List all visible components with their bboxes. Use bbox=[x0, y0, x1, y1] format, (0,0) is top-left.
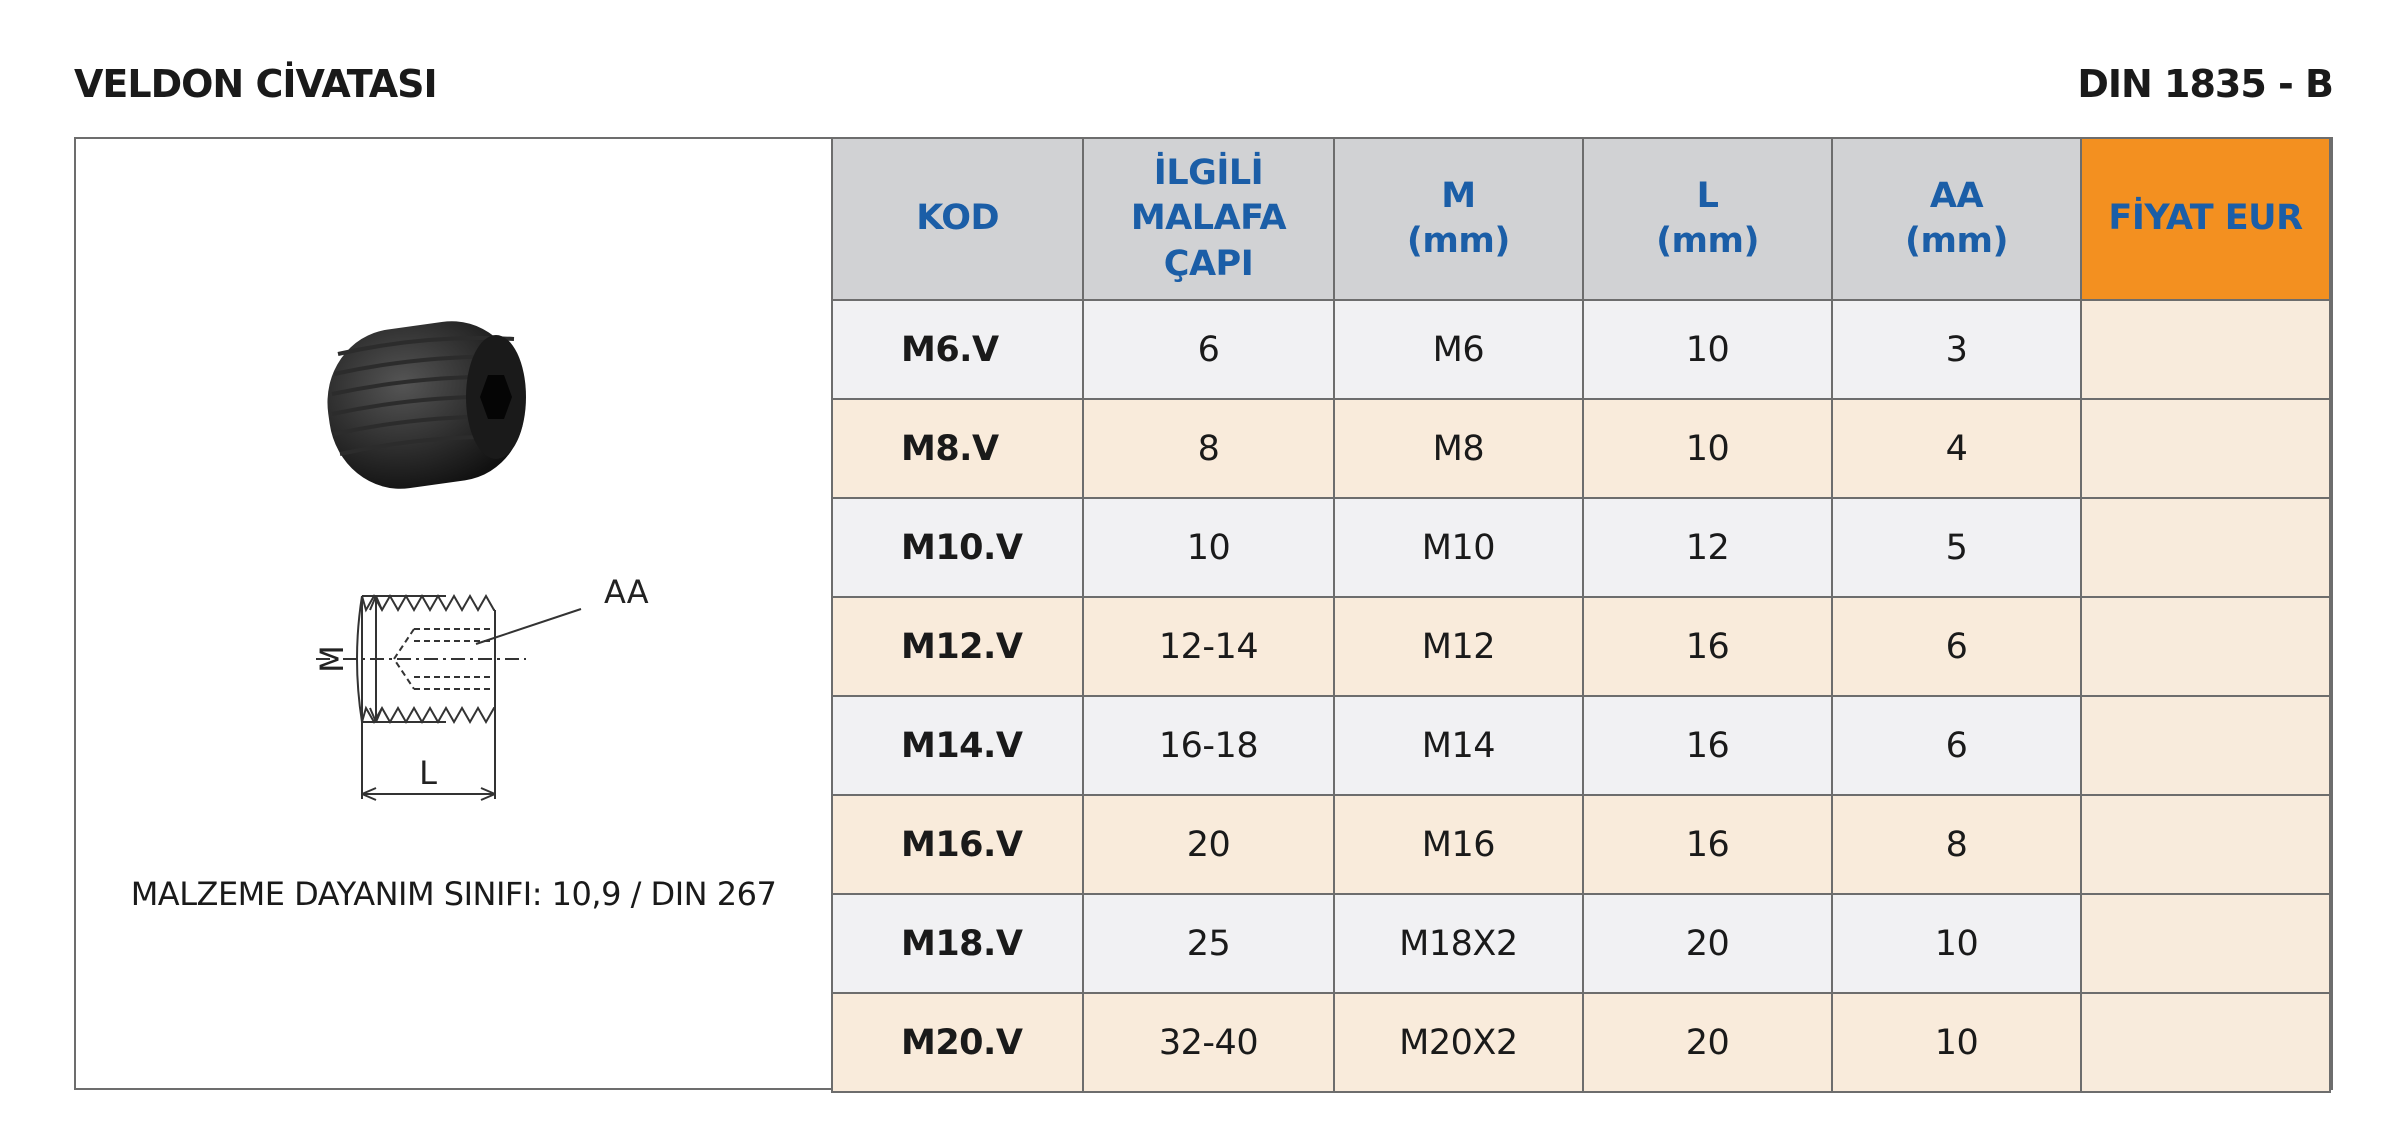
table-cell: M18X2 bbox=[1332, 893, 1585, 994]
product-panel: AA M L MALZEME DAYANIM SINIFI: 10,9 / DI… bbox=[76, 139, 831, 1088]
table-cell: M16 bbox=[1332, 794, 1585, 895]
price-cell bbox=[2079, 398, 2332, 499]
table-cell: 20 bbox=[1582, 992, 1834, 1093]
table-cell: 32-40 bbox=[1082, 992, 1335, 1093]
table-cell: 16 bbox=[1582, 794, 1834, 895]
product-code: M18.V bbox=[830, 893, 1085, 994]
table-cell: M20X2 bbox=[1332, 992, 1585, 1093]
table-cell: 6 bbox=[1831, 695, 2082, 796]
table-cell: 8 bbox=[1831, 794, 2082, 895]
table-row: M8.V 8 M8 10 4 bbox=[830, 398, 2332, 499]
product-code: M14.V bbox=[830, 695, 1085, 796]
header-line: FİYAT EUR bbox=[2108, 198, 2303, 239]
m-label: M bbox=[313, 645, 351, 673]
table-row: M12.V 12-14 M12 16 6 bbox=[830, 596, 2332, 697]
price-cell bbox=[2079, 893, 2332, 994]
table-cell: 10 bbox=[1582, 398, 1834, 499]
table-row: M6.V 6 M6 10 3 bbox=[830, 299, 2332, 400]
header-line: ÇAPI bbox=[1163, 243, 1254, 284]
price-cell bbox=[2079, 299, 2332, 400]
column-header: İLGİLİ MALAFA ÇAPI bbox=[1082, 137, 1335, 301]
table-cell: 16 bbox=[1582, 695, 1834, 796]
title: VELDON CİVATASI bbox=[74, 62, 438, 106]
column-header: FİYAT EUR bbox=[2079, 137, 2332, 301]
product-frame: AA M L MALZEME DAYANIM SINIFI: 10,9 / DI… bbox=[74, 137, 2333, 1093]
column-header: AA (mm) bbox=[1831, 137, 2082, 301]
product-code: M6.V bbox=[830, 299, 1085, 400]
header-line: L bbox=[1696, 175, 1719, 216]
column-header: KOD bbox=[830, 137, 1085, 301]
table-row: M14.V 16-18 M14 16 6 bbox=[830, 695, 2332, 796]
table-cell: 4 bbox=[1831, 398, 2082, 499]
table-cell: 20 bbox=[1582, 893, 1834, 994]
header-line: AA bbox=[1929, 175, 1984, 216]
header-line: M bbox=[1441, 175, 1476, 216]
price-cell bbox=[2079, 992, 2332, 1093]
standard: DIN 1835 - B bbox=[2077, 62, 2334, 106]
table-cell: 6 bbox=[1831, 596, 2082, 697]
table-row: M18.V 25 M18X2 20 10 bbox=[830, 893, 2332, 994]
product-code: M16.V bbox=[830, 794, 1085, 895]
header-line: KOD bbox=[916, 198, 1000, 239]
table-cell: 8 bbox=[1082, 398, 1335, 499]
table-cell: 10 bbox=[1831, 992, 2082, 1093]
table-row: M10.V 10 M10 12 5 bbox=[830, 497, 2332, 598]
table-cell: 10 bbox=[1082, 497, 1335, 598]
product-code: M10.V bbox=[830, 497, 1085, 598]
table-row: M16.V 20 M16 16 8 bbox=[830, 794, 2332, 895]
table-cell: 25 bbox=[1082, 893, 1335, 994]
table-cell: 6 bbox=[1082, 299, 1335, 400]
price-cell bbox=[2079, 695, 2332, 796]
l-label: L bbox=[419, 754, 437, 792]
table-cell: 10 bbox=[1831, 893, 2082, 994]
table-cell: M14 bbox=[1332, 695, 1585, 796]
product-code: M8.V bbox=[830, 398, 1085, 499]
table-row: M20.V 32-40 M20X2 20 10 bbox=[830, 992, 2332, 1093]
header-row: KOD İLGİLİ MALAFA ÇAPI M (mm) L (mm) AA (mm) FİYAT… bbox=[830, 137, 2332, 301]
price-cell bbox=[2079, 794, 2332, 895]
header-line: (mm) bbox=[1905, 221, 2008, 261]
header-line: (mm) bbox=[1406, 221, 1510, 261]
price-cell bbox=[2079, 497, 2332, 598]
table-cell: 10 bbox=[1582, 299, 1834, 400]
table-cell: 12-14 bbox=[1082, 596, 1335, 697]
table-cell: 16-18 bbox=[1082, 695, 1335, 796]
table-cell: 20 bbox=[1082, 794, 1335, 895]
technical-drawing bbox=[316, 593, 582, 801]
table-cell: M12 bbox=[1332, 596, 1585, 697]
table-cell: 5 bbox=[1831, 497, 2082, 598]
price-cell bbox=[2079, 596, 2332, 697]
table-cell: M6 bbox=[1332, 299, 1585, 400]
product-table: KOD İLGİLİ MALAFA ÇAPI M (mm) L (mm) AA (mm) FİYAT… bbox=[830, 137, 2332, 1093]
aa-label: AA bbox=[604, 573, 649, 611]
header-line: İLGİLİ bbox=[1153, 152, 1264, 193]
header-line: MALAFA bbox=[1130, 198, 1287, 239]
caption: MALZEME DAYANIM SINIFI: 10,9 / DIN 267 bbox=[130, 875, 777, 913]
table-cell: M10 bbox=[1332, 497, 1585, 598]
table-cell: 12 bbox=[1582, 497, 1834, 598]
column-header: L (mm) bbox=[1582, 137, 1834, 301]
table-cell: 16 bbox=[1582, 596, 1834, 697]
screw-photo bbox=[327, 321, 526, 489]
table-cell: 3 bbox=[1831, 299, 2082, 400]
product-illustration: AA M L bbox=[313, 321, 649, 801]
header-line: (mm) bbox=[1656, 221, 1759, 261]
product-code: M12.V bbox=[830, 596, 1085, 697]
column-header: M (mm) bbox=[1332, 137, 1585, 301]
product-code: M20.V bbox=[830, 992, 1085, 1093]
table-cell: M8 bbox=[1332, 398, 1585, 499]
